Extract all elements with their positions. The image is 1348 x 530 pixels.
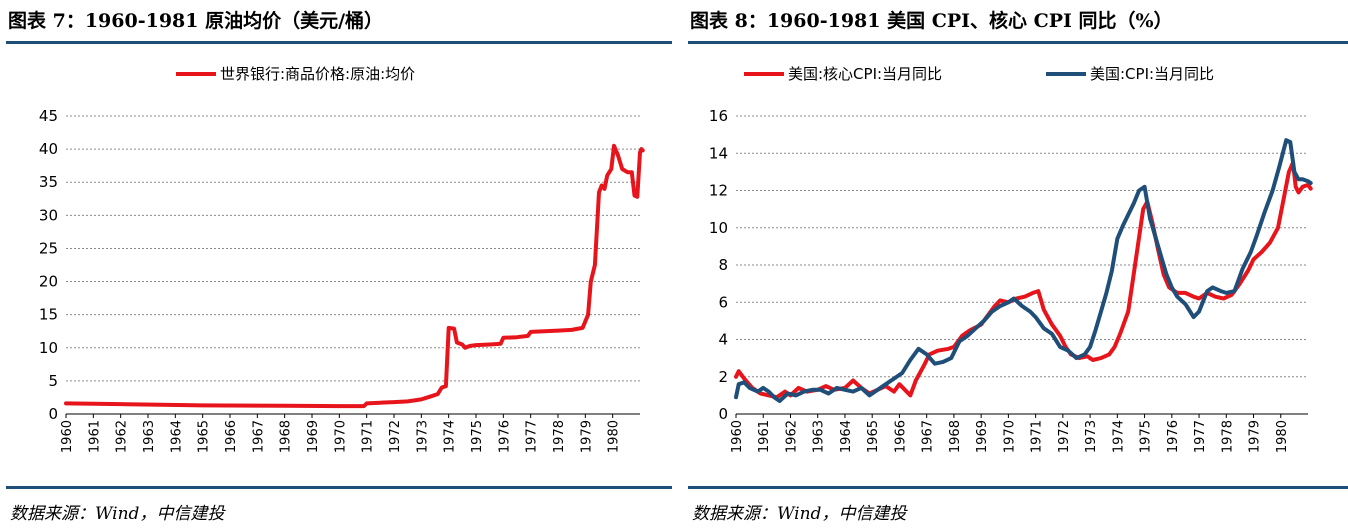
oil-price-chart: 0 5 10 15 20 25 30 35 40 45 1960 1961 1962 1963 1964 19… <box>39 65 645 453</box>
x-tick-label: 1974 <box>1111 420 1126 453</box>
x-tick-label: 1977 <box>525 420 540 453</box>
x-tick-label: 1968 <box>948 420 963 453</box>
x-tick-label: 1975 <box>470 420 485 453</box>
y-tick-label: 6 <box>718 293 728 311</box>
y-tick-label: 5 <box>48 372 58 390</box>
x-tick-label: 1978 <box>1220 420 1235 453</box>
x-tick-label: 1960 <box>60 420 75 453</box>
y-tick-label: 0 <box>718 405 728 423</box>
y-tick-label: 8 <box>718 256 728 274</box>
title-rule <box>6 41 672 44</box>
cpi-chart: 0 2 4 6 8 10 12 14 16 1960 1961 1962 1963 1964 1965 196… <box>709 65 1313 453</box>
y-tick-label: 0 <box>48 405 58 423</box>
y-tick-label: 10 <box>39 339 58 357</box>
panel-crude-oil: 图表 7：1960-1981 原油均价（美元/桶） 0 5 10 15 20 25 30 35… <box>0 0 672 530</box>
x-tick-label: 1980 <box>607 420 622 453</box>
legend-label: 美国:CPI:当月同比 <box>1090 65 1214 83</box>
x-tick-label: 1972 <box>388 420 403 453</box>
x-tick-label: 1971 <box>1030 420 1045 453</box>
y-tick-label: 20 <box>39 273 58 291</box>
chart-title: 图表 8：1960-1981 美国 CPI、核心 CPI 同比（%） <box>690 10 1173 32</box>
legend-label: 世界银行:商品价格:原油:均价 <box>220 65 415 83</box>
y-tick-label: 40 <box>39 140 58 158</box>
y-tick-label: 35 <box>39 173 58 191</box>
y-tick-label: 2 <box>718 368 728 386</box>
title-rule <box>688 41 1348 44</box>
x-tick-label: 1968 <box>279 420 294 453</box>
y-tick-label: 16 <box>709 107 728 125</box>
panel-us-cpi: 图表 8：1960-1981 美国 CPI、核心 CPI 同比（%） 0 2 4 6 8… <box>682 0 1348 530</box>
x-tick-label: 1978 <box>552 420 567 453</box>
y-tick-label: 25 <box>39 239 58 257</box>
x-tick-label: 1976 <box>1166 420 1181 453</box>
series-line-2 <box>734 138 1313 403</box>
x-tick-label: 1964 <box>839 420 854 453</box>
series-line-1 <box>64 143 645 409</box>
x-tick-label: 1961 <box>87 420 102 453</box>
x-tick-label: 1965 <box>866 420 881 453</box>
y-tick-label: 15 <box>39 306 58 324</box>
x-tick-label: 1979 <box>1248 420 1263 453</box>
x-tick-label: 1967 <box>251 420 266 453</box>
x-tick-label: 1973 <box>415 420 430 453</box>
y-tick-label: 4 <box>718 331 728 349</box>
x-tick-label: 1971 <box>361 420 376 453</box>
x-tick-label: 1973 <box>1084 420 1099 453</box>
x-tick-label: 1976 <box>497 420 512 453</box>
source-note: 数据来源：Wind，中信建投 <box>10 504 225 524</box>
x-tick-label: 1970 <box>1002 420 1017 453</box>
x-tick-label: 1969 <box>975 420 990 453</box>
x-tick-label: 1963 <box>812 420 827 453</box>
legend-label: 美国:核心CPI:当月同比 <box>788 65 942 83</box>
x-tick-label: 1965 <box>197 420 212 453</box>
x-tick-label: 1966 <box>893 420 908 453</box>
x-tick-label: 1970 <box>333 420 348 453</box>
x-tick-label: 1980 <box>1275 420 1290 453</box>
x-tick-label: 1974 <box>443 420 458 453</box>
x-tick-label: 1977 <box>1193 420 1208 453</box>
y-tick-label: 12 <box>709 182 728 200</box>
source-rule <box>688 486 1348 489</box>
y-tick-label: 14 <box>709 144 728 162</box>
x-tick-label: 1961 <box>757 420 772 453</box>
x-tick-label: 1972 <box>1057 420 1072 453</box>
x-tick-label: 1979 <box>579 420 594 453</box>
x-tick-label: 1969 <box>306 420 321 453</box>
x-tick-label: 1962 <box>115 420 130 453</box>
chart-title: 图表 7：1960-1981 原油均价（美元/桶） <box>8 10 384 32</box>
x-tick-label: 1975 <box>1139 420 1154 453</box>
x-tick-label: 1964 <box>169 420 184 453</box>
y-tick-label: 45 <box>39 107 58 125</box>
y-tick-label: 10 <box>709 219 728 237</box>
series-line-1 <box>734 160 1313 400</box>
y-tick-label: 30 <box>39 206 58 224</box>
source-rule <box>6 486 672 489</box>
x-tick-label: 1967 <box>921 420 936 453</box>
source-note: 数据来源：Wind，中信建投 <box>692 504 907 524</box>
x-tick-label: 1960 <box>730 420 745 453</box>
x-tick-label: 1962 <box>784 420 799 453</box>
x-tick-label: 1966 <box>224 420 239 453</box>
x-tick-label: 1963 <box>142 420 157 453</box>
